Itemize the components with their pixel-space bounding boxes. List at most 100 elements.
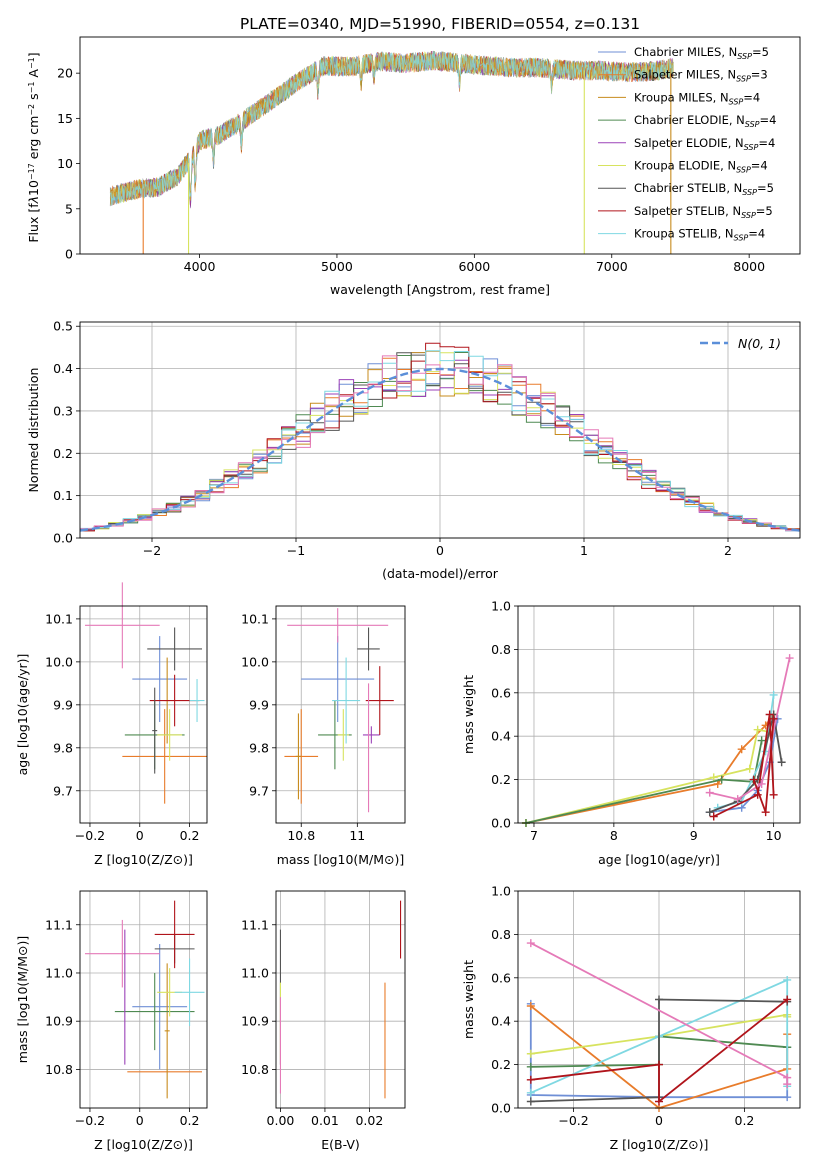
tick-label-x: −2 [143,543,161,558]
tick-label-x: 0.01 [311,1113,339,1128]
spectrum-line-9 [109,50,674,205]
age_vs_mass-panel: 10.8 11 9.7 9.8 9.9 10.0 10.1 mass [log10(M/M⊙)… [241,605,406,867]
massweight_vs_Z-panel: −0.2 0 0.2 0.0 0.2 0.4 0.6 0.8 1.0 Z [log10(Z/Z⊙)… [461,884,801,1152]
axes-frame [517,890,801,1109]
weight-marker [757,779,766,788]
y-axis-label: age [log10(age/yr)] [15,654,30,776]
tick-label-y: 11.1 [241,917,269,932]
tick-label-x: 8000 [733,259,765,274]
tick-label-y: 10.1 [241,611,269,626]
x-axis-label: mass [log10(M/M⊙)] [277,852,405,867]
tick-label-x: 10 [766,828,782,843]
tick-label-y: 10 [57,156,73,171]
residuals-panel: −2 −1 0 1 2 0.0 0.1 0.2 0.3 0.4 0.5 N(0, 1) (data-mo… [26,319,801,581]
weight-marker [761,808,770,817]
tick-label-y: 1.0 [491,599,511,614]
histogram-step-7 [80,352,800,531]
axes-frame [79,605,208,824]
tick-label-y: 0.4 [491,1014,511,1029]
legend-label-1: Chabrier MILES, NSSP=5 [634,45,769,61]
weight-marker [765,710,774,719]
weight-line-8 [709,657,791,801]
weight-marker [526,1049,535,1058]
tick-label-y: 0.6 [491,685,511,700]
weight-marker [777,758,786,767]
x-axis-label: age [log10(age/yr)] [598,852,720,867]
tick-label-y: 5 [65,201,73,216]
weight-marker [753,725,762,734]
tick-label-x: 11 [349,828,365,843]
weight-marker [783,995,792,1004]
weight-marker [526,1002,535,1011]
weight-line-4 [525,740,763,824]
weight-marker [769,790,778,799]
tick-label-y: 11.0 [45,965,73,980]
axes-frame [517,605,801,824]
weight-marker [769,714,778,723]
histogram-step-5 [80,359,800,532]
weight-marker [655,1060,663,1069]
histogram-step-9 [80,350,800,532]
tick-label-x: 7 [530,828,538,843]
weight-marker [655,995,663,1004]
tick-label-x: 2 [724,543,732,558]
tick-label-y: 9.9 [249,697,269,712]
tick-label-y: 10.9 [241,1014,269,1029]
weight-marker [526,1075,535,1084]
y-axis-label: mass weight [461,960,476,1039]
gaussian-curve [79,367,801,532]
x-axis-label: (data-model)/error [382,566,499,581]
tick-label-x: 1 [580,543,588,558]
x-axis-label: Z [log10(Z/Z⊙)] [94,852,193,867]
tick-label-y: 0.4 [491,729,511,744]
legend-label-2: Salpeter MILES, NSSP=3 [634,68,768,84]
weight-marker [783,975,792,984]
weight-marker [709,812,718,821]
tick-label-x: 0.2 [180,828,200,843]
tick-label-y: 10.0 [45,654,73,669]
weight-marker [783,1093,792,1102]
weight-marker [769,690,778,699]
tick-label-x: 8 [610,828,618,843]
tick-label-y: 0.6 [491,970,511,985]
tick-label-y: 0.2 [491,1057,511,1072]
tick-label-y: 9.8 [53,740,73,755]
tick-label-y: 1.0 [491,884,511,899]
weight-marker [705,808,714,817]
tick-label-y: 0.0 [491,816,511,831]
legend-label-6: Kroupa ELODIE, NSSP=4 [634,159,768,175]
x-axis-label: Z [log10(Z/Z⊙)] [610,1137,709,1152]
mass_vs_Z-panel: −0.2 0 0.2 10.8 10.9 11.0 11.1 Z [log10(Z/Z⊙)] m… [15,890,208,1152]
tick-label-x: 0.2 [180,1113,200,1128]
weight-marker [526,1097,535,1106]
tick-label-x: 0.00 [267,1113,295,1128]
y-axis-label: Normed distribution [26,368,41,493]
tick-label-y: 0.0 [491,1101,511,1116]
x-axis-label: Z [log10(Z/Z⊙)] [94,1137,193,1152]
tick-label-x: 5000 [321,259,353,274]
weight-marker [737,745,746,754]
tick-label-y: 9.8 [249,740,269,755]
tick-label-x: −0.2 [558,1113,588,1128]
weight-marker [526,1088,535,1097]
weight-marker [745,764,754,773]
tick-label-y: 11.0 [241,965,269,980]
legend-label-5: Salpeter ELODIE, NSSP=4 [634,136,775,152]
weight-marker [526,1062,535,1071]
weight-marker [526,939,535,948]
tick-label-y: 0.5 [53,319,73,334]
y-axis-label: mass weight [461,675,476,754]
y-axis-label: Flux [fλ10−17 erg cm−2 s−1 A−1] [26,52,41,242]
weight-line-2 [525,713,775,824]
tick-label-x: 0 [136,828,144,843]
weight-marker [733,795,742,804]
legend-label-7: Chabrier STELIB, NSSP=5 [634,181,774,197]
weight-line-7 [530,998,788,1104]
spectrum-legend: Chabrier MILES, NSSP=5 Salpeter MILES, NS… [598,45,776,243]
weight-marker [749,775,758,784]
weight-marker [783,1080,792,1089]
tick-label-y: 10.0 [241,654,269,669]
tick-label-x: 6000 [458,259,490,274]
tick-label-y: 11.1 [45,917,73,932]
